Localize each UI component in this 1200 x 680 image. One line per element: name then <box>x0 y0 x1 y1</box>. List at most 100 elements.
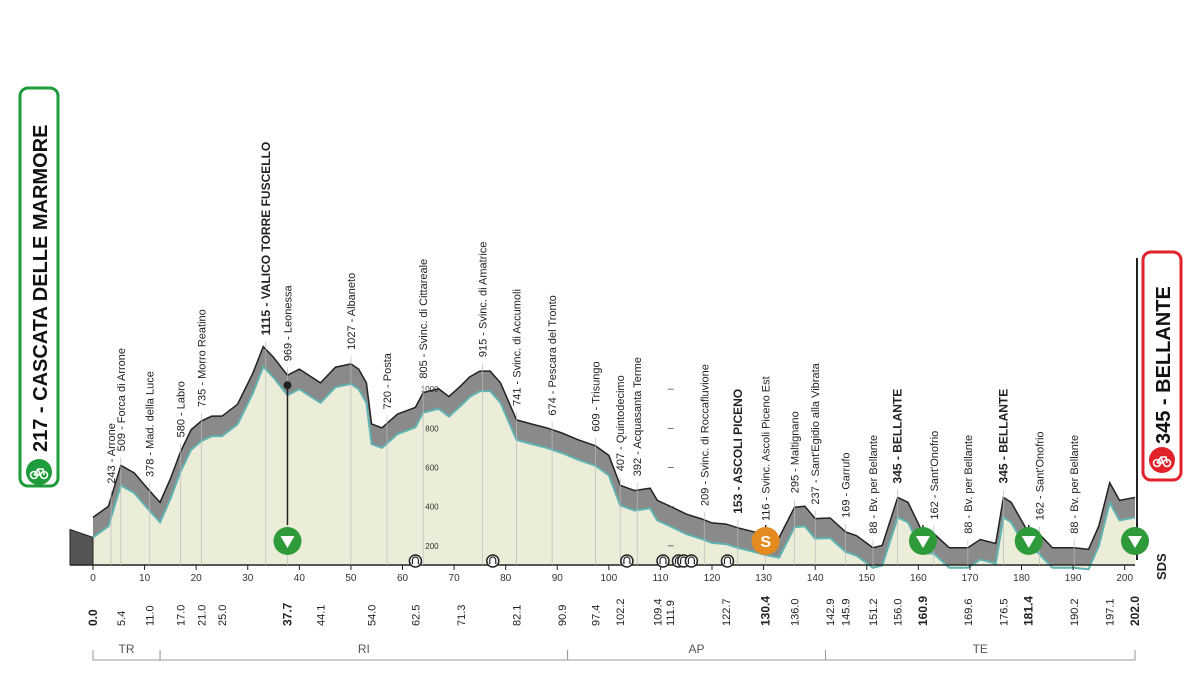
waypoint-label: 162 - Sant'Onofrio <box>929 431 941 520</box>
x-tick-label: 190 <box>1065 573 1082 584</box>
distance-label: 62.5 <box>410 605 422 626</box>
x-tick-label: 100 <box>600 573 617 584</box>
distance-label: 176.5 <box>998 598 1010 626</box>
waypoint-label: 609 - Trisungo <box>590 361 602 431</box>
marker-dot <box>283 381 292 390</box>
tunnel-arch-icon <box>411 556 420 564</box>
distance-label: 156.0 <box>893 598 905 626</box>
distance-label: 71.3 <box>456 605 468 626</box>
sprint-triangle-icon <box>915 536 930 548</box>
x-tick-label: 0 <box>90 573 96 584</box>
waypoint-label: 735 - Morro Reatino <box>196 309 208 407</box>
tunnel-arch-icon <box>659 556 667 564</box>
distance-label: 90.9 <box>557 605 569 626</box>
x-tick-label: 70 <box>449 573 461 584</box>
start-box <box>18 86 60 488</box>
x-tick-label: 90 <box>552 573 564 584</box>
distance-label: 17.0 <box>176 605 188 626</box>
waypoint-label: 1027 - Albaneto <box>346 273 358 350</box>
province-bracket <box>824 650 1136 661</box>
sprint-triangle-icon <box>1021 536 1036 548</box>
distance-label: 111.9 <box>665 600 677 626</box>
waypoint-label: 345 - BELLANTE <box>996 389 1010 484</box>
sprint-triangle-icon <box>280 536 295 548</box>
finish-box <box>1141 250 1183 482</box>
x-tick-label: 180 <box>1013 573 1030 584</box>
waypoint-label: 969 - Leonessa <box>282 285 294 362</box>
waypoint-label: 1115 - VALICO TORRE FUSCELLO <box>259 142 273 336</box>
waypoint-label: 509 - Forca di Arrone <box>116 348 128 451</box>
start-label: 217 - CASCATA DELLE MARMORE <box>30 125 52 452</box>
distance-label: 130.4 <box>759 596 773 626</box>
waypoint-label: 295 - Maltignano <box>790 411 802 493</box>
province-label: TE <box>973 642 988 656</box>
distance-label: 11.0 <box>145 605 157 626</box>
x-tick-label: 160 <box>910 573 927 584</box>
waypoint-label: 243 - Arrone <box>106 423 118 484</box>
start-badge: 217 - CASCATA DELLE MARMORE <box>18 86 60 488</box>
distance-label: 145.9 <box>841 598 853 626</box>
waypoint-label: 162 - Sant'Onofrio <box>1035 431 1047 520</box>
distance-label: 202.0 <box>1128 596 1142 626</box>
province-label: TR <box>119 642 135 656</box>
distance-label: 136.0 <box>790 598 802 626</box>
waypoint-label: 741 - Svinc. di Accumoli <box>512 289 524 406</box>
x-tick-label: 10 <box>139 573 151 584</box>
distance-label: 190.2 <box>1069 598 1081 626</box>
finish-label: 345 - BELLANTE <box>1153 286 1175 444</box>
distance-label: 142.9 <box>825 598 837 626</box>
sds-label: SDS <box>1154 553 1169 580</box>
x-tick-label: 110 <box>652 573 668 584</box>
y-tick-label: 1000 <box>421 385 439 394</box>
province-label: AP <box>689 642 705 656</box>
distance-label: 102.2 <box>615 598 627 626</box>
waypoint-label: 88 - Bv. per Bellante <box>963 435 975 534</box>
distance-label: 109.4 <box>652 598 664 626</box>
distance-label: 25.0 <box>217 605 229 626</box>
tunnel-arch-icon <box>723 556 732 564</box>
y-tick-label: 200 <box>425 542 439 551</box>
sprint-triangle-icon <box>1128 536 1142 548</box>
waypoint-label: 153 - ASCOLI PICENO <box>731 389 745 514</box>
waypoint-label: 378 - Mad. della Luce <box>145 371 157 477</box>
x-tick-label: 60 <box>397 573 409 584</box>
y-tick-label: 800 <box>425 424 439 433</box>
distance-label: 5.4 <box>116 611 128 626</box>
profile-terrain-fill <box>93 366 1135 570</box>
feed-zone-icon <box>751 527 780 555</box>
y-tick-label: 600 <box>425 464 439 473</box>
waypoint-label: 169 - Garrufo <box>841 452 853 517</box>
waypoint-label: 116 - Svinc. Ascoli Piceno Est <box>761 376 773 521</box>
tunnel-arch-icon <box>623 556 631 564</box>
waypoint-label: 720 - Posta <box>382 352 394 409</box>
distance-label: 151.2 <box>868 598 880 626</box>
x-tick-label: 150 <box>858 573 875 584</box>
feed-zone-label: S <box>760 534 771 551</box>
distance-label: 21.0 <box>196 605 208 626</box>
x-tick-label: 50 <box>345 573 357 584</box>
y-tick-label: 400 <box>425 503 439 512</box>
x-tick-label: 120 <box>704 573 721 584</box>
x-tick-label: 80 <box>500 573 512 584</box>
waypoint-label: 392 - Acquasanta Terme <box>632 357 644 476</box>
distance-label: 54.0 <box>367 605 379 626</box>
waypoint-label: 88 - Bv. per Bellante <box>1069 435 1081 534</box>
waypoint-label: 237 - Sant'Egidio alla Vibrata <box>810 362 822 504</box>
finish-badge: 345 - BELLANTE <box>1136 250 1183 560</box>
bike-icon <box>29 468 49 480</box>
distance-label: 160.9 <box>916 596 930 626</box>
distance-label: 44.1 <box>315 605 327 626</box>
x-tick-label: 20 <box>191 573 203 584</box>
province-label: RI <box>358 642 370 656</box>
waypoint-label: 345 - BELLANTE <box>891 389 905 484</box>
x-tick-label: 200 <box>1116 573 1133 584</box>
waypoint-label: 209 - Svinc. di Roccafluvione <box>699 364 711 506</box>
distance-label: 122.7 <box>721 598 733 626</box>
distance-label: 197.1 <box>1105 598 1117 626</box>
tunnel-arch-icon <box>687 556 695 564</box>
x-tick-label: 140 <box>807 573 824 584</box>
distance-label: 0.0 <box>86 609 100 626</box>
